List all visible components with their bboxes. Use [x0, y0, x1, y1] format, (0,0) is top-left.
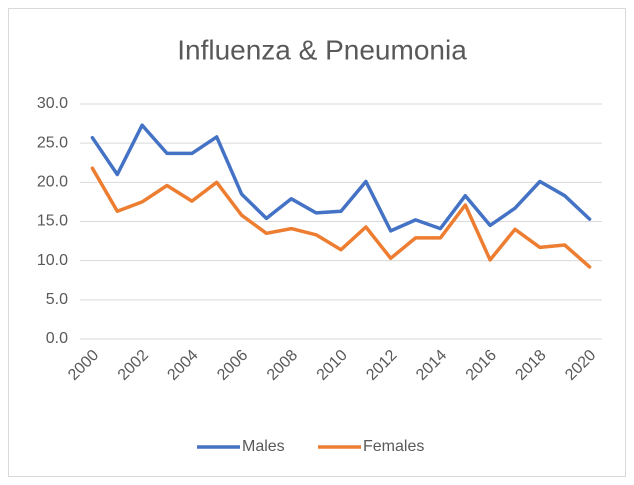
legend-label: Females: [363, 438, 424, 455]
y-tick-label: 5.0: [46, 291, 68, 308]
y-tick-label: 30.0: [37, 95, 68, 112]
y-tick-label: 10.0: [37, 252, 68, 269]
y-tick-label: 15.0: [37, 213, 68, 230]
chart-title: Influenza & Pneumonia: [177, 34, 467, 65]
line-series: [90, 123, 592, 233]
chart-border: [8, 8, 626, 477]
legend-label: Males: [242, 438, 285, 455]
line-series: [90, 166, 592, 269]
y-tick-label: 0.0: [46, 330, 68, 347]
y-tick-label: 20.0: [37, 174, 68, 191]
y-tick-label: 25.0: [37, 134, 68, 151]
